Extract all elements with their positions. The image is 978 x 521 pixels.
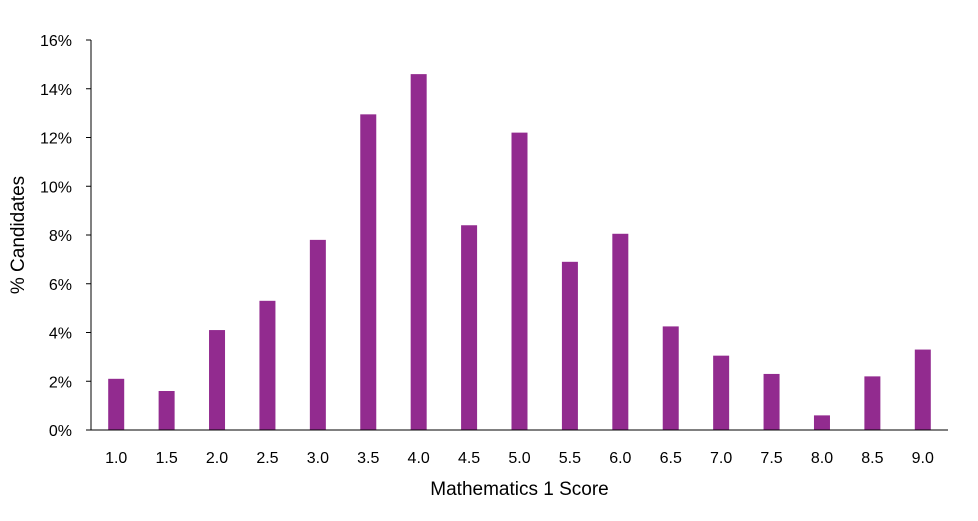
bar <box>914 349 931 430</box>
bar <box>461 225 478 430</box>
x-tick-label: 8.0 <box>811 450 833 467</box>
bar <box>360 114 377 430</box>
x-tick-label: 5.0 <box>508 450 530 467</box>
x-tick-label: 2.0 <box>206 450 228 467</box>
bar <box>662 326 679 430</box>
bar <box>713 355 730 430</box>
x-tick-label: 4.0 <box>408 450 430 467</box>
x-tick-label: 4.5 <box>458 450 480 467</box>
y-tick-label: 16% <box>40 33 72 50</box>
x-tick-label: 2.5 <box>256 450 278 467</box>
y-tick-label: 12% <box>40 131 72 148</box>
bar <box>410 74 427 430</box>
x-tick-label: 8.5 <box>861 450 883 467</box>
bar <box>612 233 629 430</box>
bar <box>259 300 276 430</box>
y-tick-label: 10% <box>40 179 72 196</box>
bar <box>158 391 175 430</box>
x-tick-label: 1.5 <box>155 450 177 467</box>
bar <box>309 239 326 430</box>
x-tick-label: 7.5 <box>760 450 782 467</box>
x-axis-ticks: 1.0 1.5 2.0 2.5 3.0 3.5 4.0 4.5 5.0 5.5 6.0 6.5 7.0 7… <box>105 450 934 467</box>
y-tick-label: 4% <box>49 326 72 343</box>
bar <box>209 330 226 430</box>
bar <box>813 415 830 430</box>
x-axis-title: Mathematics 1 Score <box>430 479 608 500</box>
x-tick-label: 9.0 <box>912 450 934 467</box>
x-tick-label: 6.5 <box>660 450 682 467</box>
x-tick-label: 3.5 <box>357 450 379 467</box>
x-tick-label: 5.5 <box>559 450 581 467</box>
bar <box>763 373 780 430</box>
bar <box>864 376 881 430</box>
x-tick-label: 1.0 <box>105 450 127 467</box>
x-tick-label: 7.0 <box>710 450 732 467</box>
y-tick-label: 8% <box>49 228 72 245</box>
y-axis-ticks: 0% 2% 4% 6% 8% 10% 12% 14% 16% <box>40 33 91 440</box>
x-tick-label: 3.0 <box>307 450 329 467</box>
x-tick-label: 6.0 <box>609 450 631 467</box>
bar <box>108 378 125 430</box>
y-tick-label: 14% <box>40 82 72 99</box>
bars <box>108 74 931 430</box>
y-tick-label: 6% <box>49 277 72 294</box>
y-axis-title: % Candidates <box>8 176 29 294</box>
y-tick-label: 0% <box>49 423 72 440</box>
bar <box>561 261 578 430</box>
bar <box>511 132 528 430</box>
y-tick-label: 2% <box>49 374 72 391</box>
